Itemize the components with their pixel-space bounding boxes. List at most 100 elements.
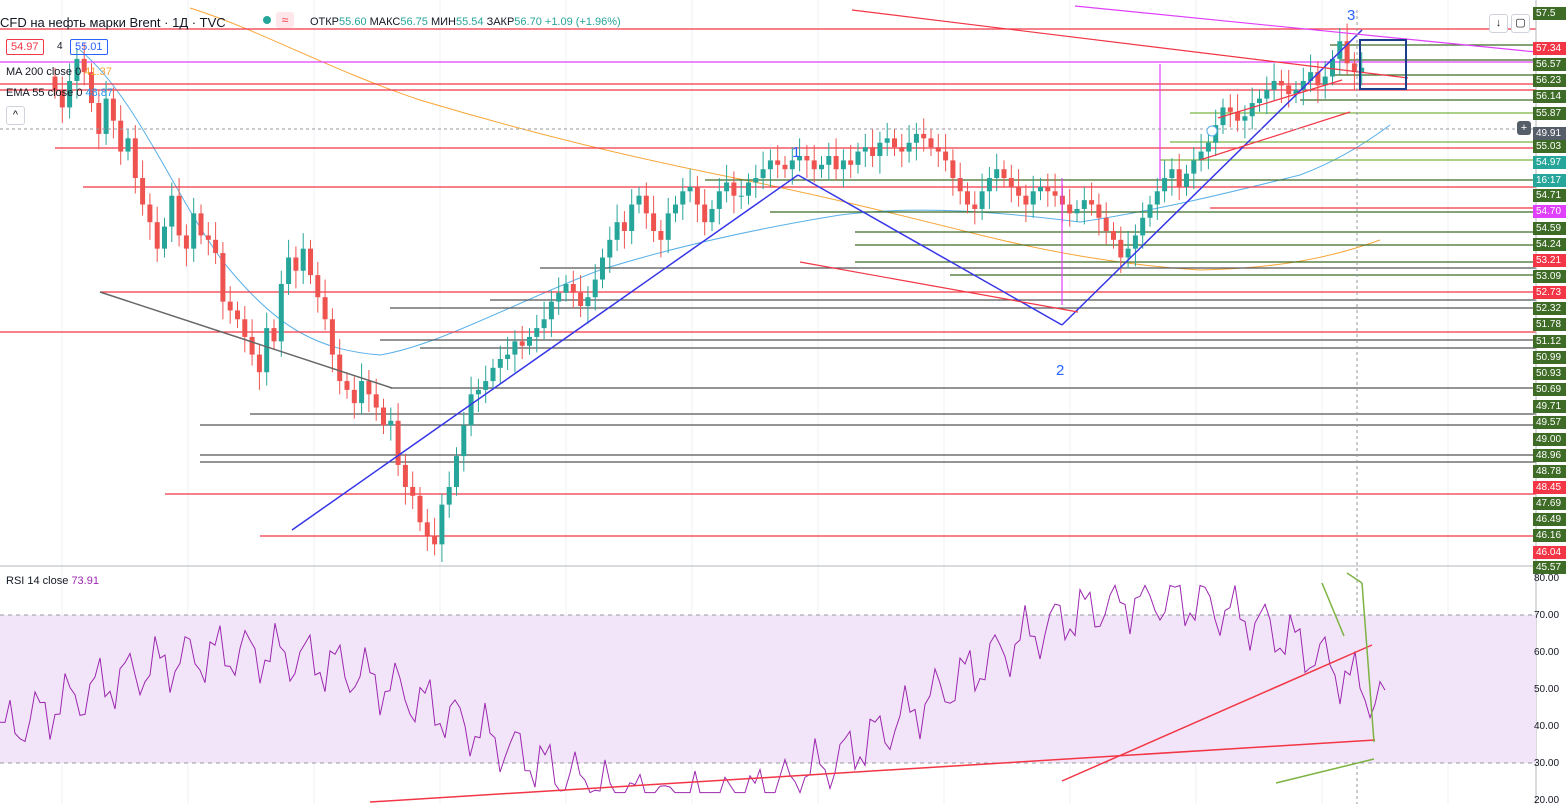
candle-down xyxy=(1008,178,1014,187)
rsi-green-line-1[interactable] xyxy=(1321,582,1345,637)
circle-marker[interactable] xyxy=(1206,125,1218,137)
candle-up xyxy=(512,341,518,355)
candle-up xyxy=(497,358,503,368)
rsi-drawings[interactable] xyxy=(369,572,1376,803)
blue-wave-line-1[interactable] xyxy=(291,174,799,531)
candle-down xyxy=(256,354,262,373)
price-axis-label: 54.59 xyxy=(1533,222,1566,235)
red-channel-line-4[interactable] xyxy=(1199,111,1351,161)
sell-price-button[interactable]: 54.97 xyxy=(6,39,44,55)
red-channel-line-2[interactable] xyxy=(851,9,1409,79)
price-axis-label: 46.16 xyxy=(1533,529,1566,542)
price-axis-label: 55.03 xyxy=(1533,140,1566,153)
candle-up xyxy=(125,138,131,152)
candle-down xyxy=(1045,186,1051,192)
candle-down xyxy=(249,336,255,355)
candle-up xyxy=(1132,235,1138,249)
change-value: +1.09 (+1.96%) xyxy=(544,16,621,28)
candle-down xyxy=(943,151,949,161)
price-axis-label: 50.99 xyxy=(1533,351,1566,364)
candle-up xyxy=(548,301,554,320)
rsi-green-line-2[interactable] xyxy=(1346,572,1363,584)
candle-down xyxy=(96,103,102,134)
price-axis-label: 50.93 xyxy=(1533,367,1566,380)
price-axis-label: 55.87 xyxy=(1533,107,1566,120)
rsi-green-line-4[interactable] xyxy=(1275,758,1375,784)
candle-up xyxy=(563,283,569,293)
status-dot-icon xyxy=(263,16,271,24)
candle-up xyxy=(636,195,642,205)
ma200-label: MA 200 close 0 xyxy=(6,66,82,78)
blue-wave-line-2[interactable] xyxy=(797,174,1063,326)
candle-up xyxy=(629,204,635,232)
candle-down xyxy=(833,155,839,170)
candle-up xyxy=(454,456,459,487)
price-axis-label: 57.34 xyxy=(1533,42,1566,55)
price-axis-label: 53.09 xyxy=(1533,270,1566,283)
plus-icon[interactable]: + xyxy=(1517,121,1531,135)
price-axis-label: 16:17 xyxy=(1533,174,1566,187)
candle-up xyxy=(592,279,598,298)
price-axis-label: 49.00 xyxy=(1533,433,1566,446)
magenta-line[interactable] xyxy=(1074,5,1537,53)
price-axis-label: 48.45 xyxy=(1533,481,1566,494)
candle-down xyxy=(1023,195,1029,205)
candle-down xyxy=(950,160,956,179)
candle-up xyxy=(439,504,445,545)
ema55-legend[interactable]: EMA 55 close 0 48.87 xyxy=(6,87,113,99)
chevron-up-icon[interactable]: ^ xyxy=(6,106,25,125)
symbol-title[interactable]: CFD на нефть марки Brent · 1Д · TVC xyxy=(0,15,226,30)
candle-up xyxy=(475,389,481,395)
red-channel-line[interactable] xyxy=(799,261,1079,313)
candle-up xyxy=(855,151,861,165)
candle-up xyxy=(191,213,197,249)
rsi-red-trend-2[interactable] xyxy=(1061,644,1373,782)
restore-icon[interactable]: ▢ xyxy=(1511,14,1530,33)
candle-down xyxy=(140,178,146,205)
candle-up xyxy=(687,186,693,192)
candle-down xyxy=(1096,204,1102,218)
candle-down xyxy=(899,147,905,152)
candle-down xyxy=(235,310,240,320)
rsi-green-line-3[interactable] xyxy=(1361,582,1375,743)
candle-up xyxy=(979,191,985,209)
candle-down xyxy=(213,239,219,254)
price-axis-label: 48.78 xyxy=(1533,465,1566,478)
candle-down xyxy=(1278,80,1284,86)
arrow-down-icon[interactable]: ↓ xyxy=(1489,14,1508,33)
blue-wave-line-3[interactable] xyxy=(1061,29,1363,326)
price-axis-label: 56.23 xyxy=(1533,74,1566,87)
blue-box-drawing[interactable] xyxy=(1359,39,1407,90)
open-value: 55.60 xyxy=(339,16,367,28)
candle-down xyxy=(183,235,189,249)
candle-down xyxy=(1286,85,1292,95)
candle-down xyxy=(381,407,386,426)
gray-trend-line[interactable] xyxy=(99,291,393,389)
candle-down xyxy=(775,160,781,165)
rsi-legend[interactable]: RSI 14 close 73.91 xyxy=(6,575,99,587)
candle-up xyxy=(797,155,803,161)
candle-up xyxy=(789,160,795,170)
waves-icon[interactable]: ≈ xyxy=(276,12,294,28)
ma200-value: 41.37 xyxy=(84,66,112,78)
high-value: 56.75 xyxy=(400,16,428,28)
candle-down xyxy=(351,389,357,404)
candle-down xyxy=(658,231,664,240)
ma200-legend[interactable]: MA 200 close 0 41.37 xyxy=(6,66,112,78)
candle-down xyxy=(921,133,927,139)
candle-down xyxy=(651,213,657,232)
candle-up xyxy=(169,195,175,227)
buy-price-button[interactable]: 55.01 xyxy=(70,39,108,55)
candle-down xyxy=(432,535,438,545)
candle-up xyxy=(1147,204,1153,218)
candle-up xyxy=(300,248,306,271)
rsi-red-trend-1[interactable] xyxy=(369,739,1376,803)
candle-up xyxy=(527,336,532,346)
candle-up xyxy=(359,381,365,404)
candle-down xyxy=(315,275,321,298)
red-channel-line-3[interactable] xyxy=(1217,79,1343,119)
drawings[interactable] xyxy=(0,5,1537,804)
candle-down xyxy=(1176,169,1182,187)
candle-down xyxy=(1351,63,1357,73)
